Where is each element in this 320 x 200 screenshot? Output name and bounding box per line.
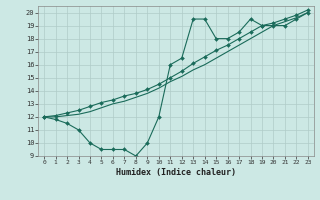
X-axis label: Humidex (Indice chaleur): Humidex (Indice chaleur) [116,168,236,177]
